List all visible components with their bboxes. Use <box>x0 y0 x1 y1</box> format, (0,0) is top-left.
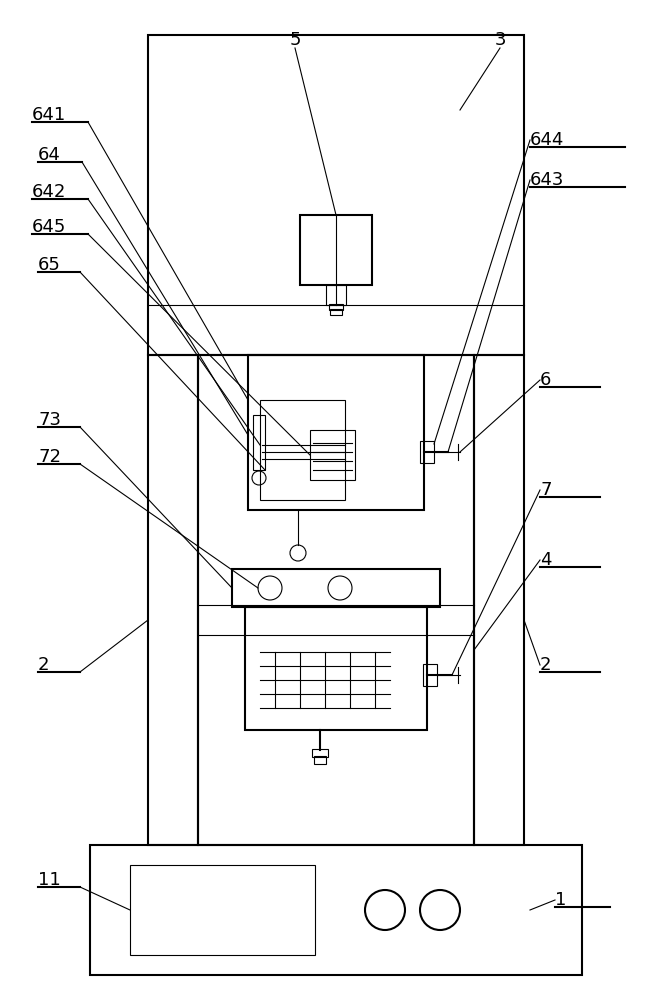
Text: 1: 1 <box>555 891 566 909</box>
Text: 645: 645 <box>32 218 67 236</box>
Bar <box>90 845 582 975</box>
Text: 72: 72 <box>38 448 61 466</box>
Bar <box>198 355 474 845</box>
Bar <box>314 756 326 764</box>
Text: 641: 641 <box>32 106 67 124</box>
Text: 64: 64 <box>38 146 61 164</box>
Bar <box>130 865 315 955</box>
Bar <box>260 400 345 500</box>
Text: 642: 642 <box>32 183 67 201</box>
Text: 644: 644 <box>530 131 564 149</box>
Text: 5: 5 <box>289 31 301 49</box>
Bar <box>312 749 328 757</box>
Bar <box>248 355 424 510</box>
Text: 11: 11 <box>38 871 60 889</box>
Bar <box>420 441 434 463</box>
Bar <box>148 355 198 845</box>
Bar <box>423 664 437 686</box>
Bar <box>232 569 440 607</box>
Bar <box>300 215 372 285</box>
Text: 2: 2 <box>540 656 552 674</box>
Text: 2: 2 <box>38 656 50 674</box>
Bar <box>310 430 355 480</box>
Text: 4: 4 <box>540 551 552 569</box>
Bar <box>148 35 524 355</box>
Bar <box>329 304 343 310</box>
Bar <box>326 285 346 305</box>
Text: 73: 73 <box>38 411 61 429</box>
Text: 6: 6 <box>540 371 551 389</box>
Bar <box>245 607 427 730</box>
Bar <box>474 355 524 845</box>
Text: 3: 3 <box>494 31 506 49</box>
Bar <box>330 309 342 315</box>
Bar <box>253 415 265 470</box>
Text: 643: 643 <box>530 171 564 189</box>
Text: 65: 65 <box>38 256 61 274</box>
Text: 7: 7 <box>540 481 552 499</box>
